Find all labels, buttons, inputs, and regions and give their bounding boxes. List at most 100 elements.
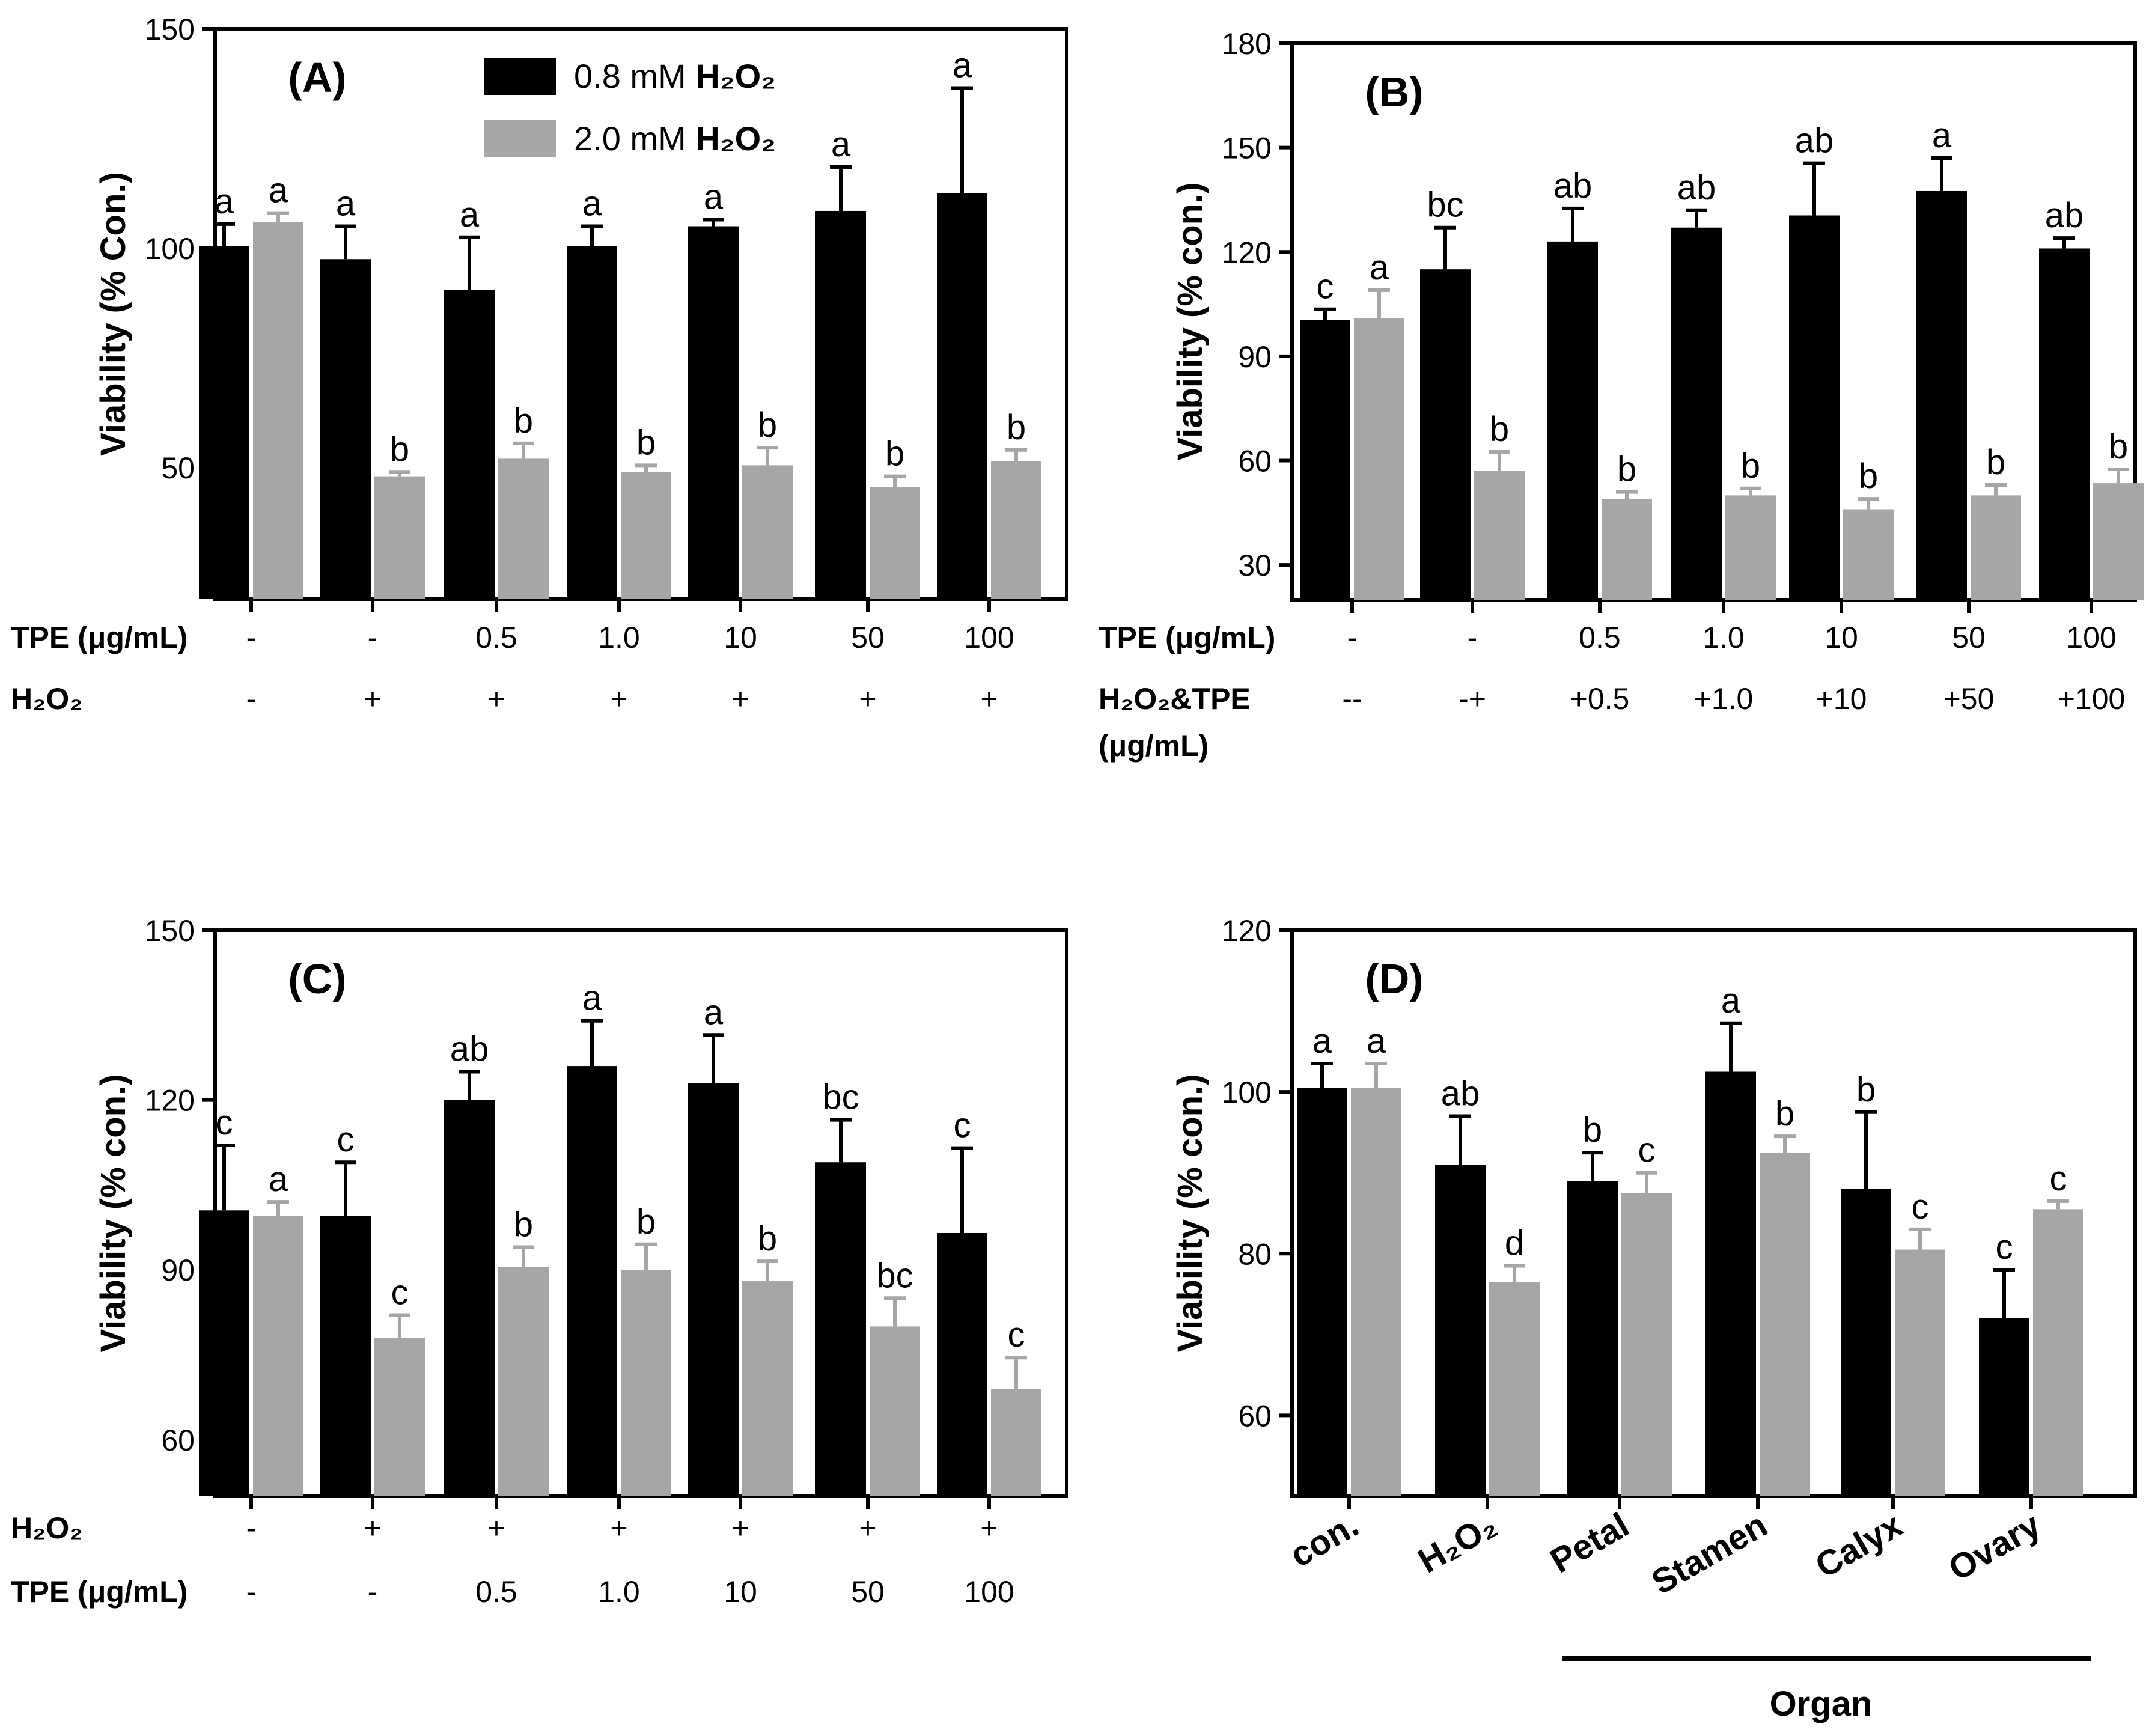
condition-value: + [731, 1511, 749, 1545]
y-tick-label: 60 [1238, 445, 1272, 478]
significance-letter: ab [1553, 166, 1593, 206]
condition-value: +1.0 [1694, 682, 1754, 716]
y-tick-label: 120 [145, 1084, 195, 1118]
bar [815, 210, 866, 599]
condition-value: + [980, 682, 998, 716]
bar [320, 1216, 371, 1496]
condition-row-label: H₂O₂ [11, 1511, 82, 1545]
significance-letter: c [1317, 267, 1334, 306]
significance-letter: c [337, 1120, 355, 1159]
legend-chem: H₂O₂ [695, 120, 776, 157]
bar [742, 1281, 793, 1496]
y-tick-label: 90 [1238, 340, 1272, 374]
y-tick-label: 100 [1222, 1076, 1272, 1109]
significance-letter: ab [2045, 196, 2084, 235]
condition-value: + [364, 1511, 381, 1545]
panel-label: (C) [288, 955, 346, 1002]
y-axis-label: Viability (% Con.) [94, 172, 133, 456]
condition-value: - [246, 621, 257, 654]
y-tick-label: 120 [1222, 914, 1272, 948]
significance-letter: bc [1427, 186, 1463, 225]
condition-value: 1.0 [598, 621, 640, 654]
condition-value: -+ [1459, 682, 1486, 716]
condition-value: 100 [964, 621, 1014, 654]
significance-letter: c [2050, 1159, 2067, 1198]
condition-row-label: H₂O₂ [11, 682, 82, 716]
bar [1567, 1181, 1618, 1496]
y-tick-label: 50 [161, 451, 195, 485]
category-label: Stamen [1645, 1505, 1774, 1602]
condition-value: + [859, 1511, 876, 1545]
condition-row-label: TPE (μg/mL) [11, 1575, 187, 1609]
panel-label: (B) [1365, 69, 1423, 115]
y-tick-label: 60 [161, 1424, 195, 1457]
y-tick-label: 150 [145, 13, 195, 46]
significance-letter: a [704, 178, 724, 217]
bar [688, 226, 739, 599]
significance-letter: a [953, 46, 972, 85]
significance-letter: a [831, 125, 851, 164]
bar [1474, 471, 1525, 600]
bar [253, 222, 303, 599]
significance-letter: ab [1795, 121, 1834, 160]
bar [498, 458, 549, 599]
significance-letter: c [1996, 1228, 2013, 1267]
y-axis-label: Viability (% con.) [1171, 182, 1210, 460]
condition-value: -- [1342, 682, 1362, 716]
condition-row-label: TPE (μg/mL) [11, 621, 187, 654]
condition-row-label: (μg/mL) [1099, 729, 1209, 763]
bar [1789, 215, 1840, 600]
condition-value: 10 [1824, 621, 1858, 654]
condition-value: - [246, 682, 257, 716]
condition-value: - [1468, 621, 1478, 654]
y-tick-label: 180 [1222, 27, 1272, 61]
y-tick-label: 100 [145, 232, 195, 266]
bar [2093, 483, 2144, 600]
bar [1725, 495, 1776, 600]
significance-letter: b [636, 423, 656, 462]
panel-label: (A) [288, 54, 346, 101]
condition-value: + [610, 1511, 627, 1545]
bar [1354, 318, 1404, 600]
bar [199, 1210, 249, 1496]
bar [1916, 190, 1967, 600]
condition-value: + [364, 682, 381, 716]
condition-value: 10 [724, 621, 757, 654]
condition-value: +0.5 [1570, 682, 1630, 716]
bar [444, 290, 495, 600]
significance-letter: a [1370, 248, 1389, 287]
significance-letter: a [582, 979, 602, 1018]
condition-value: 50 [851, 1575, 885, 1609]
bar [1841, 1189, 1891, 1496]
panel-label: (D) [1365, 955, 1423, 1002]
significance-letter: a [269, 1160, 288, 1199]
condition-value: - [246, 1575, 257, 1609]
condition-value: + [487, 682, 505, 716]
bar [991, 1389, 1041, 1496]
condition-value: 10 [724, 1575, 757, 1609]
significance-letter: a [704, 993, 724, 1032]
condition-row-label: H₂O₂&TPE [1099, 682, 1251, 716]
bar [870, 1326, 920, 1496]
significance-letter: a [1721, 981, 1741, 1020]
bar [1671, 227, 1722, 600]
significance-letter: ab [1677, 168, 1716, 207]
condition-value: +100 [2058, 682, 2126, 716]
condition-value: +50 [1943, 682, 1995, 716]
y-tick-label: 90 [161, 1253, 195, 1287]
bar [1760, 1153, 1810, 1496]
category-label: Ovary [1942, 1505, 2047, 1589]
legend-swatch [484, 120, 556, 157]
bar [1351, 1088, 1401, 1496]
legend-chem: H₂O₂ [695, 57, 776, 95]
condition-value: 0.5 [475, 621, 517, 654]
bar [1621, 1193, 1672, 1496]
significance-letter: b [1856, 1070, 1876, 1109]
legend-swatch [484, 58, 556, 95]
legend-label: 0.8 mM H₂O₂ [574, 57, 776, 95]
significance-letter: d [1505, 1223, 1524, 1262]
bar [2039, 248, 2090, 600]
